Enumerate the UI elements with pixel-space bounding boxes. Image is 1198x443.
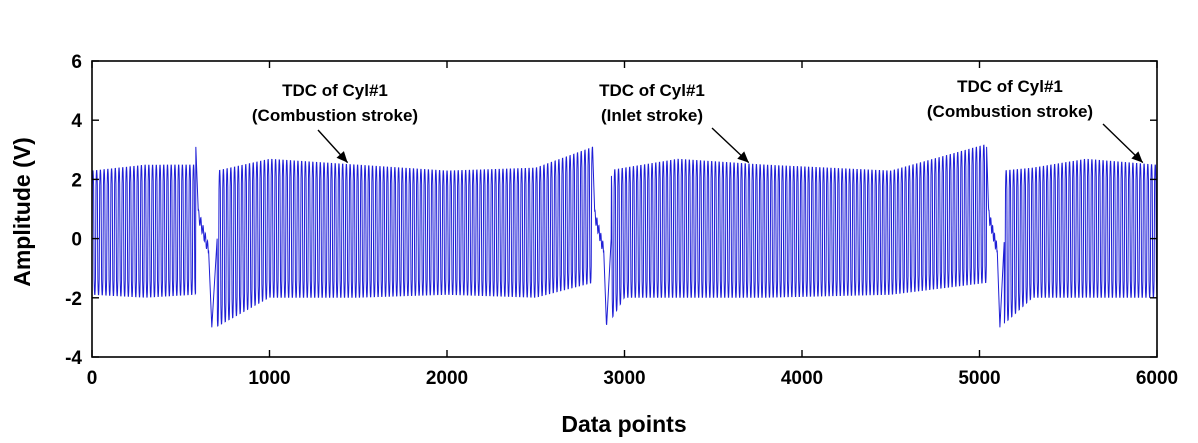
annotation-subtitle: (Combustion stroke) <box>252 106 418 125</box>
annotation-arrow-head <box>1131 151 1143 163</box>
y-tick-label: 2 <box>71 170 82 191</box>
y-tick-label: -4 <box>65 348 82 369</box>
x-tick-label: 3000 <box>603 368 645 389</box>
y-tick-label: 6 <box>71 52 82 73</box>
annotation-title: TDC of Cyl#1 <box>282 81 388 100</box>
y-tick-label: 0 <box>71 230 82 251</box>
y-tick-label: 4 <box>71 111 82 132</box>
x-tick-label: 6000 <box>1136 368 1178 389</box>
series-line-signal <box>91 144 1158 328</box>
x-tick-label: 4000 <box>781 368 823 389</box>
axes: 0 1000 2000 3000 4000 5000 6000 -4 -2 0 2 4 6 <box>65 52 1178 389</box>
y-axis-title: Amplitude (V) <box>9 137 35 287</box>
annotations: TDC of Cyl#1 (Combustion stroke) TDC of Cy… <box>252 77 1144 164</box>
x-tick-label: 2000 <box>426 368 468 389</box>
annotation-subtitle: (Inlet stroke) <box>601 106 703 125</box>
y-tick-label: -2 <box>65 289 82 310</box>
x-axis-title: Data points <box>561 411 686 437</box>
x-tick-label: 1000 <box>248 368 290 389</box>
annotation-subtitle: (Combustion stroke) <box>927 102 1093 121</box>
x-tick-label: 5000 <box>958 368 1000 389</box>
annotation-arrow-head <box>336 151 348 163</box>
annotation-title: TDC of Cyl#1 <box>599 81 705 100</box>
x-tick-label: 0 <box>87 368 98 389</box>
annotation-arrow-head <box>737 151 749 163</box>
annotation-title: TDC of Cyl#1 <box>957 77 1063 96</box>
plot-area <box>91 144 1158 328</box>
